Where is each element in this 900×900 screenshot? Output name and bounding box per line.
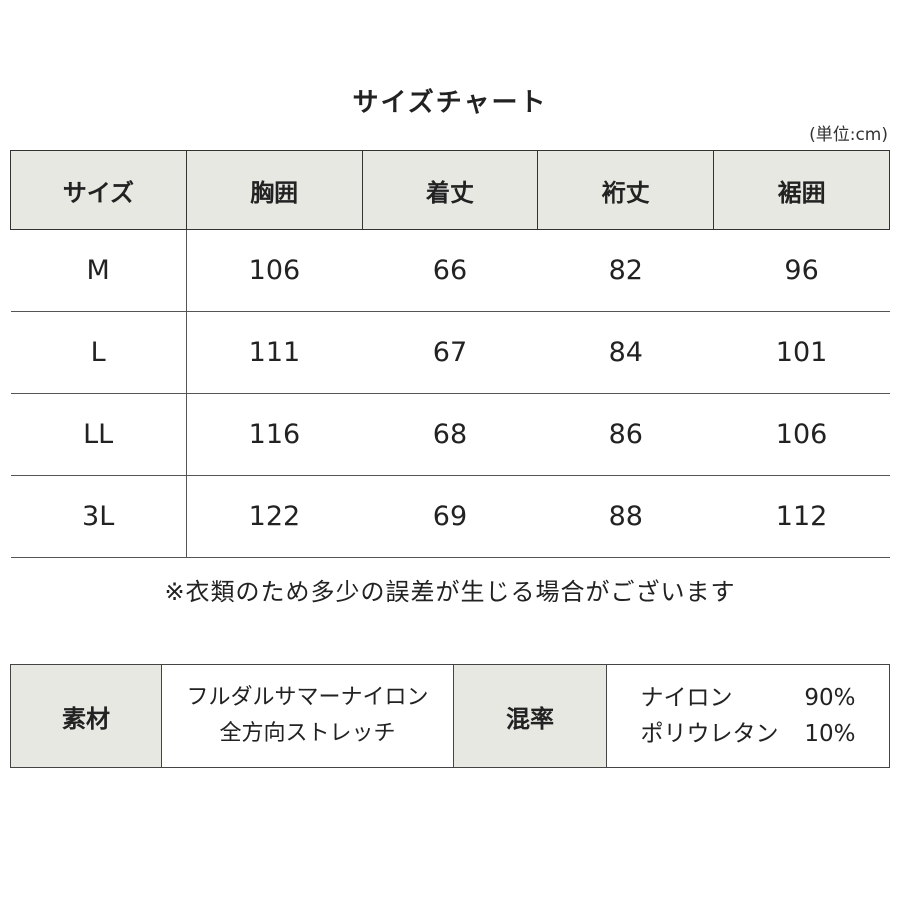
cell: 106	[713, 393, 890, 476]
cell-size: M	[10, 229, 187, 312]
table-row: 3L 122 69 88 112	[10, 475, 890, 558]
cell: 116	[186, 393, 363, 476]
material-label: 素材	[10, 664, 162, 768]
cell-size: 3L	[10, 475, 187, 558]
fiber-name: ナイロン	[640, 685, 733, 711]
header-row: サイズ 胸囲 着丈 裄丈 裾囲	[10, 150, 890, 230]
disclaimer-note: ※衣類のため多少の誤差が生じる場合がございます	[164, 578, 736, 606]
cell: 86	[537, 393, 714, 476]
cell: 66	[362, 229, 538, 312]
unit-label: (単位:cm)	[809, 125, 888, 145]
fiber-name: ポリウレタン	[640, 721, 779, 747]
cell: 69	[362, 475, 538, 558]
cell: 106	[186, 229, 363, 312]
cell: 122	[186, 475, 363, 558]
cell: 67	[362, 311, 538, 394]
fiber-percent: 90%	[804, 685, 856, 711]
blend-label: 混率	[453, 664, 607, 768]
cell: 84	[537, 311, 714, 394]
cell: 112	[713, 475, 890, 558]
blend-value: ナイロン 90% ポリウレタン 10%	[606, 664, 890, 768]
blend-row: ポリウレタン 10%	[641, 716, 856, 752]
cell-size: L	[10, 311, 187, 394]
material-line: フルダルサマーナイロン	[186, 685, 429, 710]
fiber-percent: 10%	[804, 721, 856, 747]
cell: 68	[362, 393, 538, 476]
table-row: L 111 67 84 101	[10, 311, 890, 394]
page-title: サイズチャート	[352, 88, 548, 118]
header-sleeve: 裄丈	[537, 150, 715, 230]
table-row: LL 116 68 86 106	[10, 393, 890, 476]
table-row: M 106 66 82 96	[10, 229, 890, 312]
cell: 96	[713, 229, 890, 312]
material-table: 素材 フルダルサマーナイロン 全方向ストレッチ 混率 ナイロン 90% ポリウレ…	[10, 664, 890, 768]
header-hem: 裾囲	[713, 150, 890, 230]
cell: 111	[186, 311, 363, 394]
cell-size: LL	[10, 393, 187, 476]
cell: 82	[537, 229, 714, 312]
cell: 88	[537, 475, 714, 558]
cell: 101	[713, 311, 890, 394]
material-value: フルダルサマーナイロン 全方向ストレッチ	[161, 664, 454, 768]
material-line: 全方向ストレッチ	[219, 721, 396, 746]
header-size: サイズ	[10, 150, 187, 230]
header-chest: 胸囲	[185, 150, 363, 230]
size-chart-table: サイズ 胸囲 着丈 裄丈 裾囲 M 106 66 82 96 L 111 67 …	[10, 150, 890, 558]
header-length: 着丈	[361, 150, 539, 230]
blend-row: ナイロン 90%	[641, 680, 856, 716]
